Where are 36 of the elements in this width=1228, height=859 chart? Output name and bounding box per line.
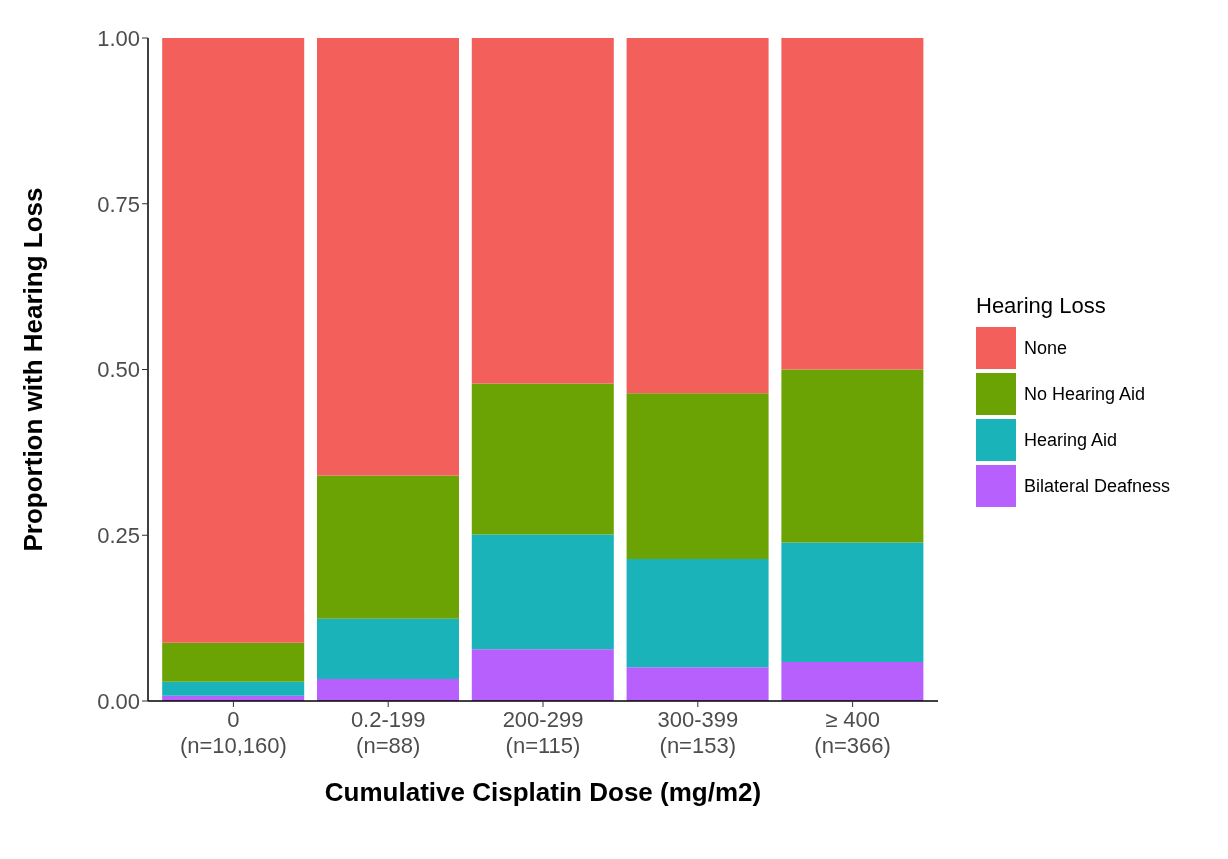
legend-label: Bilateral Deafness (1024, 475, 1171, 497)
bar (316, 475, 459, 619)
x-axis-title: Cumulative Cisplatin Dose (mg/m2) (324, 777, 762, 807)
y-tick-label: 0.75 (97, 191, 140, 217)
bar (781, 38, 924, 370)
legend-label: None (1024, 337, 1068, 359)
bar (471, 534, 614, 650)
bar (162, 38, 305, 643)
bar (316, 618, 459, 680)
bar (316, 38, 459, 476)
bar (162, 642, 305, 682)
bar (471, 649, 614, 701)
bar (316, 679, 459, 701)
y-tick-label: 0.00 (97, 688, 140, 714)
legend-title: Hearing Loss (976, 293, 1107, 319)
bar (471, 383, 614, 535)
x-tick-label: 300-399 (n=153) (657, 707, 739, 758)
bar (626, 667, 769, 701)
bar (626, 559, 769, 668)
bar (781, 369, 924, 543)
x-tick-label: ≥ 400 (n=366) (814, 707, 891, 758)
bar (162, 681, 305, 696)
bar (781, 542, 924, 662)
x-tick-label: 200-299 (n=115) (502, 707, 584, 758)
bar (626, 393, 769, 560)
y-tick-label: 1.00 (97, 25, 140, 51)
legend-label: Hearing Aid (1024, 429, 1118, 451)
y-tick-label: 0.25 (97, 523, 140, 549)
x-tick-label: 0 (n=10,160) (179, 707, 287, 758)
bar (626, 38, 769, 394)
bar (781, 661, 924, 701)
x-tick-label: 0.2-199 (n=88) (350, 707, 426, 758)
y-tick-label: 0.50 (97, 357, 140, 383)
legend-label: No Hearing Aid (1024, 383, 1146, 405)
y-axis-title: Proportion with Hearing Loss (18, 187, 49, 552)
bar (471, 38, 614, 384)
